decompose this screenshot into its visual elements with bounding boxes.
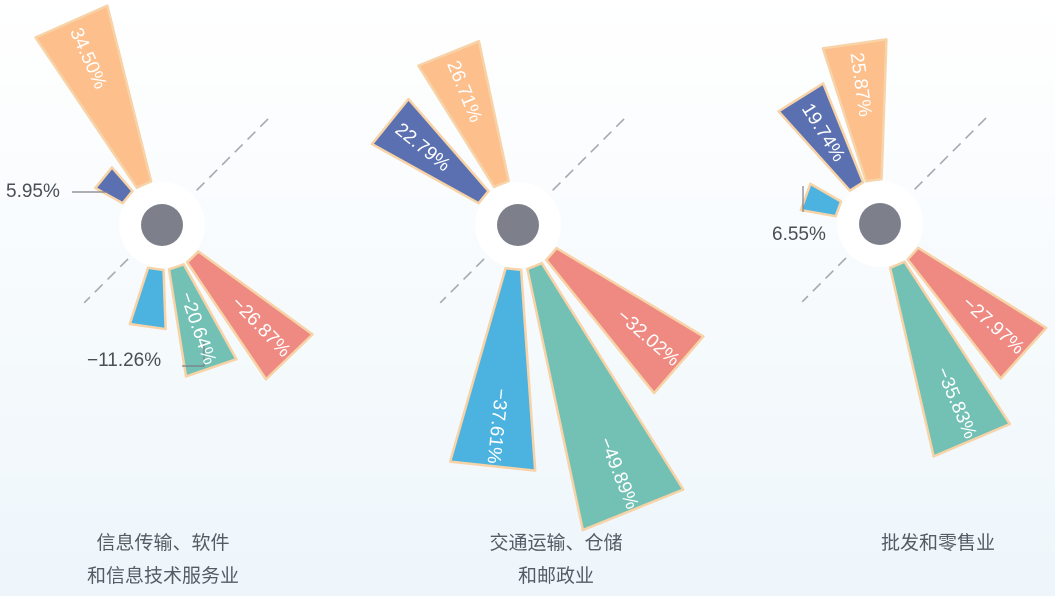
radial-bar <box>417 39 510 189</box>
radial-bar <box>167 263 238 378</box>
group-label-line: 信息传输、软件 <box>96 532 230 554</box>
group-label-line: 批发和零售业 <box>880 532 995 554</box>
radial-bar <box>128 266 167 331</box>
bar-value-label: 5.95% <box>6 181 60 202</box>
hub-center <box>141 204 183 246</box>
hub-center <box>497 204 539 246</box>
hub-center <box>859 203 901 245</box>
radial-bar <box>94 166 134 205</box>
radial-bar <box>906 246 1048 380</box>
label-leader <box>182 342 205 367</box>
group-label-retail: 批发和零售业 <box>788 527 1055 560</box>
group-label-line: 交通运输、仓储 <box>489 532 623 554</box>
radial-bar <box>448 267 537 472</box>
bar-value-label: 6.55% <box>772 224 826 245</box>
radial-bar <box>185 250 314 381</box>
group-label-transport: 交通运输、仓储 和邮政业 <box>406 527 706 593</box>
radial-bar <box>370 97 490 205</box>
radial-bar <box>888 260 1012 458</box>
radial-bar <box>799 182 843 218</box>
group-label-line: 和信息技术服务业 <box>86 565 239 587</box>
radial-bar <box>777 82 865 192</box>
group-label-ict: 信息传输、软件 和信息技术服务业 <box>13 527 313 593</box>
group-label-line: 和邮政业 <box>517 565 594 587</box>
radial-bar <box>821 38 888 183</box>
radial-bar <box>545 246 705 395</box>
radial-bar <box>34 4 153 189</box>
radial-bar <box>526 261 685 532</box>
bar-value-label: −11.26% <box>87 350 161 371</box>
